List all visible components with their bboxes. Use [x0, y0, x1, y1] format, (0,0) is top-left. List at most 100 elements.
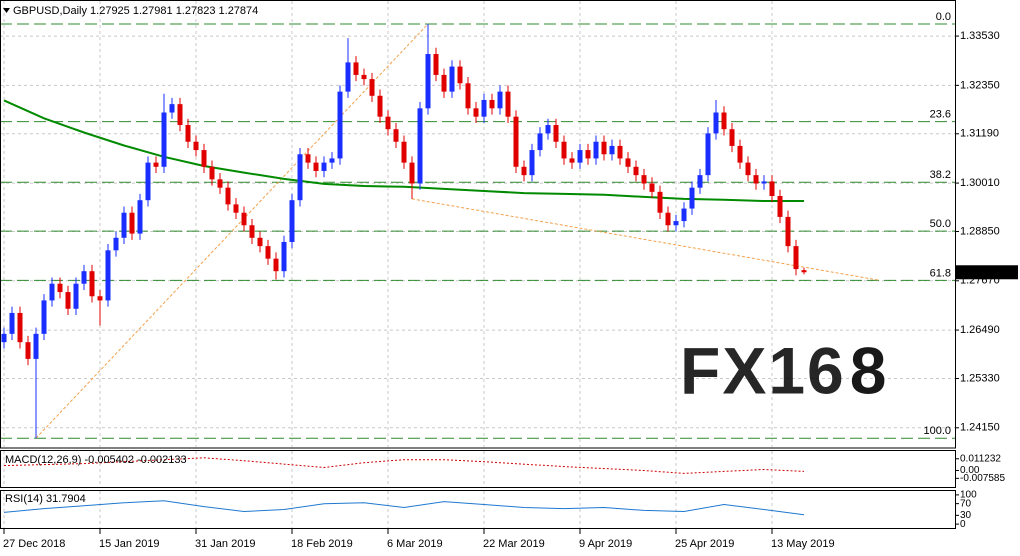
candle-body	[361, 74, 367, 80]
candle-body	[321, 162, 327, 171]
candle-body	[225, 187, 231, 205]
candle-body	[745, 162, 751, 176]
rsi-value: 31.7904	[46, 493, 86, 505]
candle-body	[713, 112, 719, 134]
symbol: GBPUSD,Daily	[13, 5, 87, 17]
trendline	[411, 198, 881, 281]
x-tick-label: 25 Apr 2019	[675, 538, 734, 550]
candle-body	[521, 166, 527, 176]
x-tick-label: 27 Dec 2018	[3, 538, 65, 550]
candle-body	[25, 342, 31, 359]
candle-body	[41, 300, 47, 334]
candle-body	[265, 246, 271, 259]
candle-body	[657, 191, 663, 213]
candle-body	[401, 141, 407, 163]
candle-body	[609, 145, 615, 155]
menu-triangle	[3, 8, 10, 13]
y-tick-label: 1.25330	[960, 372, 1000, 384]
candle-body	[441, 74, 447, 92]
candle-body	[385, 116, 391, 130]
candle-body	[425, 54, 431, 109]
candle-body	[537, 133, 543, 151]
macd-panel-border	[0, 450, 956, 488]
candle-body	[233, 204, 239, 213]
axis-layer: 1.335301.323501.311901.300101.288501.276…	[3, 30, 1018, 550]
macd-header: MACD(12,26,9) -0.005402 -0.002133	[5, 454, 187, 466]
y-tick-label: 1.26490	[960, 324, 1000, 336]
candle-body	[601, 141, 607, 155]
candle-body	[377, 95, 383, 117]
candle-body	[281, 241, 287, 272]
candle-body	[689, 187, 695, 209]
last-price-box	[956, 265, 1018, 280]
candle-body	[433, 54, 439, 75]
candle-body	[129, 212, 135, 234]
candle-body	[665, 212, 671, 226]
candle-body	[497, 91, 503, 109]
fibonacci-label: 38.2	[930, 169, 951, 181]
candle-body	[561, 141, 567, 159]
candle-body	[57, 283, 63, 293]
candle-body	[729, 129, 735, 146]
candle-body	[513, 116, 519, 167]
candle-body	[257, 237, 263, 247]
fibonacci-label: 50.0	[930, 218, 951, 230]
candle-body	[297, 154, 303, 201]
x-tick-label: 15 Jan 2019	[99, 538, 160, 550]
fibonacci-layer: 0.0 23.6 38.2 50.0 61.8 100.0	[0, 11, 955, 439]
chart-header: GBPUSD,Daily 1.27925 1.27981 1.27823 1.2…	[13, 5, 258, 17]
candle-body	[209, 166, 215, 180]
candle-body	[201, 150, 207, 167]
candle-body	[177, 104, 183, 126]
candle-body	[465, 83, 471, 109]
candle-body	[409, 162, 415, 184]
candle-body	[577, 150, 583, 163]
candle-body	[33, 333, 39, 359]
candle-body	[121, 212, 127, 238]
watermark: FX16	[680, 333, 846, 407]
candle-body	[769, 181, 775, 197]
x-tick-label: 22 Mar 2019	[483, 538, 545, 550]
candle-body	[641, 175, 647, 184]
candle-body	[481, 99, 487, 117]
candle-body	[97, 296, 103, 301]
candle-body	[617, 145, 623, 159]
candle-body	[529, 150, 535, 176]
candle-body	[681, 208, 687, 222]
watermark: 8	[850, 333, 887, 407]
x-tick-label: 9 Apr 2019	[579, 538, 632, 550]
candle-body	[81, 271, 87, 284]
fibonacci-label: 0.0	[936, 11, 951, 23]
candle-body	[545, 125, 551, 134]
macd-title: MACD(12,26,9)	[5, 454, 81, 466]
fibonacci-label: 61.8	[930, 267, 951, 279]
rsi-header: RSI(14) 31.7904	[5, 493, 86, 505]
x-tick-label: 6 Mar 2019	[387, 538, 443, 550]
candle-body	[473, 108, 479, 117]
candle-body	[137, 200, 143, 234]
candle-body	[793, 246, 799, 270]
main-panel-border	[0, 0, 956, 449]
trendline	[35, 23, 429, 439]
candle-body	[329, 158, 335, 163]
candle-body	[105, 250, 111, 301]
candle-body	[369, 79, 375, 96]
candle-body	[777, 196, 783, 217]
candle-body	[753, 175, 759, 184]
candle-body	[49, 283, 55, 301]
y-tick-label: 1.30010	[960, 177, 1000, 189]
fibonacci-label: 23.6	[930, 109, 951, 121]
candle-body	[489, 99, 495, 109]
candle-body	[193, 141, 199, 151]
candle-body	[353, 62, 359, 75]
y-tick-label: 30	[960, 510, 972, 521]
lines-layer	[3, 23, 881, 516]
candle-body	[185, 125, 191, 142]
candle-body	[73, 283, 79, 309]
candle-body	[761, 181, 767, 184]
candle-body	[569, 158, 575, 163]
y-tick-label: 0.00	[960, 465, 980, 476]
rsi-line	[3, 500, 805, 516]
candle-body	[737, 145, 743, 163]
candles-layer	[1, 23, 807, 439]
